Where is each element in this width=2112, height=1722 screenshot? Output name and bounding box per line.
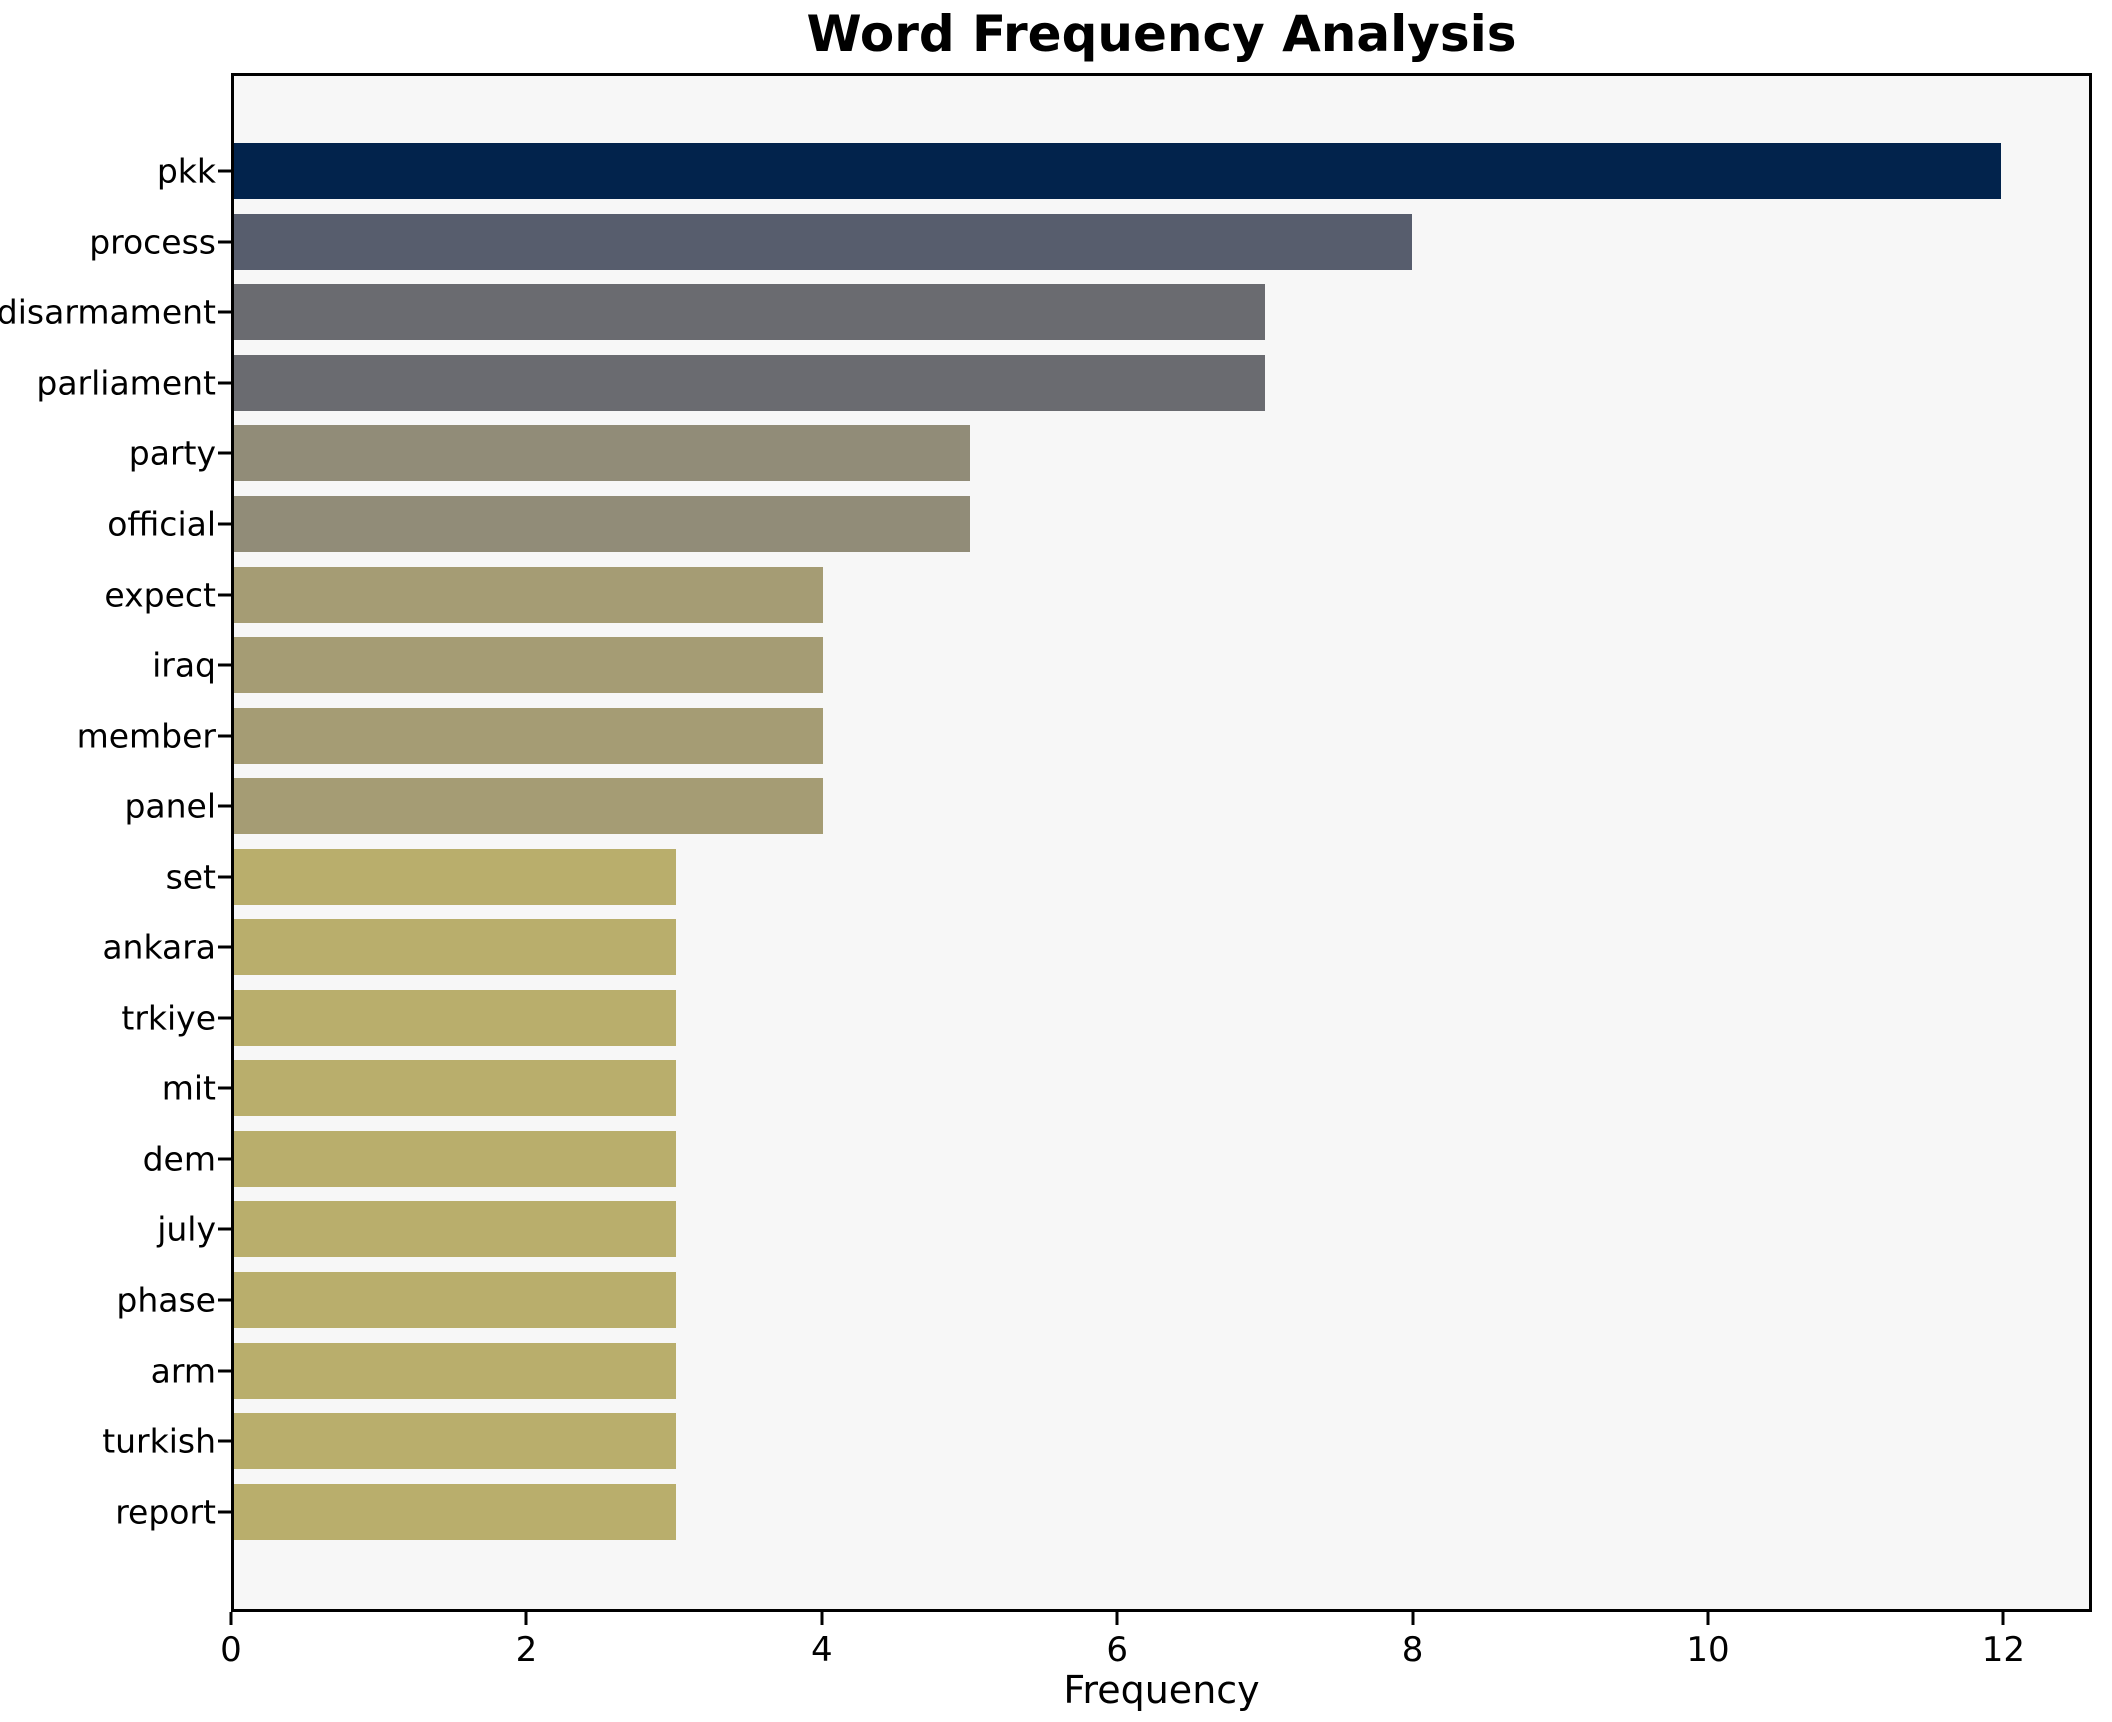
bar (234, 1201, 676, 1258)
bar-row: dem (143, 1124, 2089, 1195)
bar-row: report (115, 1476, 2089, 1547)
bar-row: panel (124, 771, 2089, 842)
x-tick-mark (229, 1612, 233, 1625)
y-tick-label: expect (104, 575, 216, 615)
bar-row: set (166, 841, 2089, 912)
y-tick-label: arm (150, 1351, 216, 1391)
y-tick-label: disarmament (0, 292, 216, 332)
y-tick-mark (218, 310, 231, 314)
x-tick-mark (1115, 1612, 1119, 1625)
bar (234, 1342, 676, 1399)
y-tick-label: report (115, 1492, 216, 1532)
bar (234, 1272, 676, 1329)
y-tick-mark (218, 1369, 231, 1373)
bar-row: july (157, 1194, 2089, 1265)
y-tick-label: parliament (36, 363, 216, 403)
y-tick-label: member (76, 716, 216, 756)
y-tick-label: turkish (102, 1421, 216, 1461)
bar-row: disarmament (0, 277, 2089, 348)
y-tick-mark (218, 875, 231, 879)
y-tick-label: panel (124, 786, 216, 826)
chart-title: Word Frequency Analysis (806, 5, 1517, 63)
y-tick-mark (218, 1016, 231, 1020)
x-tick-label: 8 (1401, 1630, 1424, 1670)
y-tick-mark (218, 1510, 231, 1514)
y-tick-mark (218, 240, 231, 244)
y-tick-mark (218, 1227, 231, 1231)
bar (234, 143, 2001, 200)
bar (234, 848, 676, 905)
bar (234, 778, 823, 835)
bar-row: trkiye (121, 983, 2089, 1054)
y-tick-mark (218, 1298, 231, 1302)
x-axis-label: Frequency (1063, 1668, 1260, 1712)
y-tick-label: iraq (152, 645, 216, 685)
y-tick-mark (218, 169, 231, 173)
y-tick-mark (218, 734, 231, 738)
y-tick-mark (218, 522, 231, 526)
y-tick-mark (218, 945, 231, 949)
bar-row: ankara (102, 912, 2089, 983)
x-tick-label: 4 (810, 1630, 833, 1670)
x-tick-label: 12 (1981, 1630, 2026, 1670)
y-tick-label: july (157, 1209, 216, 1249)
y-tick-mark (218, 663, 231, 667)
x-tick-mark (524, 1612, 528, 1625)
y-tick-label: official (107, 504, 216, 544)
y-tick-label: pkk (156, 151, 216, 191)
y-tick-mark (218, 1439, 231, 1443)
bar-row: member (77, 700, 2089, 771)
y-tick-mark (218, 1157, 231, 1161)
y-tick-label: party (128, 433, 216, 473)
x-tick-label: 10 (1686, 1630, 1730, 1670)
bar (234, 354, 1265, 411)
y-tick-label: dem (142, 1139, 216, 1179)
y-tick-mark (218, 451, 231, 455)
x-tick-label: 6 (1106, 1630, 1129, 1670)
y-tick-mark (218, 1086, 231, 1090)
bar-row: mit (162, 1053, 2089, 1124)
x-tick-mark (1411, 1612, 1415, 1625)
bar (234, 496, 971, 552)
bar-row: iraq (152, 630, 2089, 701)
bar-row: parliament (36, 348, 2089, 419)
plot-area: pkk process disarmament parliament party offi… (0, 73, 2092, 1612)
bar (234, 1130, 676, 1187)
bars-container: pkk process disarmament parliament party offi… (0, 76, 2089, 1609)
bar (234, 707, 823, 764)
bar (234, 284, 1265, 341)
x-tick-mark (2001, 1612, 2005, 1625)
bar-row: arm (151, 1335, 2089, 1406)
bar (234, 919, 676, 976)
y-tick-mark (218, 593, 231, 597)
y-tick-label: phase (116, 1280, 216, 1320)
bar-row: expect (104, 559, 2089, 630)
bar (234, 213, 1412, 270)
y-tick-label: set (165, 857, 216, 897)
y-tick-mark (218, 804, 231, 808)
bar (234, 425, 971, 482)
bar (234, 1413, 676, 1470)
bar-row: turkish (102, 1406, 2089, 1477)
bar (234, 1060, 676, 1117)
bar (234, 1483, 676, 1540)
bar-row: party (129, 418, 2089, 489)
bar-row: process (89, 207, 2089, 278)
y-tick-label: process (89, 222, 216, 262)
bar-row: phase (116, 1265, 2089, 1336)
x-tick-label: 0 (220, 1630, 242, 1670)
y-tick-label: ankara (102, 927, 216, 967)
y-tick-label: mit (161, 1068, 216, 1108)
y-tick-mark (218, 381, 231, 385)
bar-row: pkk (157, 136, 2089, 207)
x-tick-mark (820, 1612, 824, 1625)
bar (234, 566, 823, 623)
y-tick-label: trkiye (121, 998, 216, 1038)
bar (234, 989, 676, 1046)
bar-row: official (107, 489, 2089, 560)
x-tick-mark (1706, 1612, 1710, 1625)
x-tick-label: 2 (515, 1630, 538, 1670)
bar (234, 637, 823, 694)
